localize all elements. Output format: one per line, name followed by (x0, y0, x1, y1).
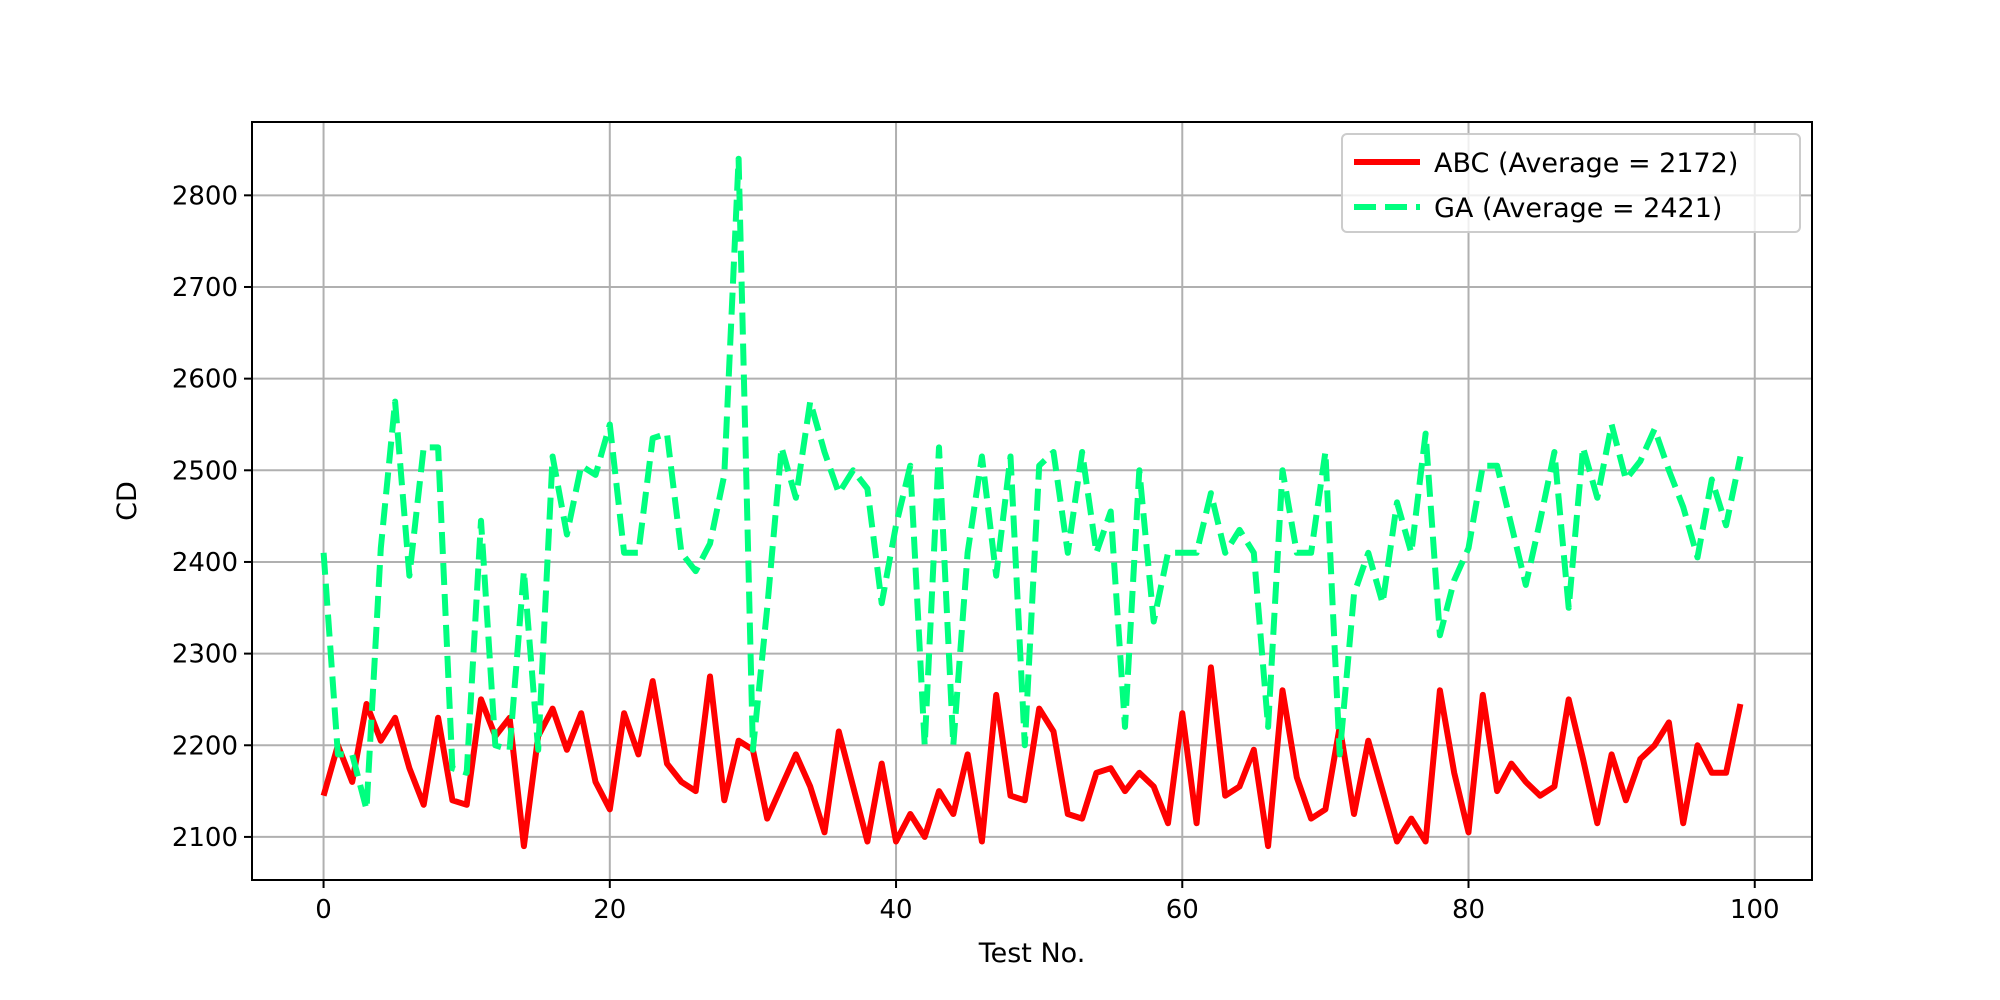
x-tick-label: 40 (879, 895, 912, 925)
y-tick-label: 2300 (172, 640, 238, 670)
plot-area-frame (251, 121, 1813, 881)
x-tick-label: 100 (1730, 895, 1780, 925)
legend-label: ABC (Average = 2172) (1434, 148, 1738, 179)
x-tick-label: 80 (1452, 895, 1485, 925)
y-axis-label: CD (112, 481, 143, 521)
x-axis-label: Test No. (978, 938, 1086, 969)
series-lines (320, 155, 1744, 850)
x-tick-label: 20 (593, 895, 626, 925)
legend-box (1341, 133, 1801, 233)
y-tick-label: 2500 (172, 456, 238, 486)
legend-label: GA (Average = 2421) (1434, 193, 1722, 224)
y-tick-label: 2200 (172, 731, 238, 761)
y-tick-label: 2600 (172, 365, 238, 395)
x-tick-label: 60 (1166, 895, 1199, 925)
y-tick-label: 2100 (172, 823, 238, 853)
series-line-ga (320, 155, 1744, 813)
y-tick-label: 2400 (172, 548, 238, 578)
x-tick-label: 0 (315, 895, 332, 925)
series-line-abc (320, 664, 1744, 850)
legend: ABC (Average = 2172) GA (Average = 2421) (1341, 133, 1801, 233)
y-tick-label: 2800 (172, 181, 238, 211)
y-tick-label: 2700 (172, 273, 238, 303)
axis-ticks: 0 20 40 60 80 100 2100 2200 2300 2400 2500 2600 2700… (172, 181, 1780, 925)
